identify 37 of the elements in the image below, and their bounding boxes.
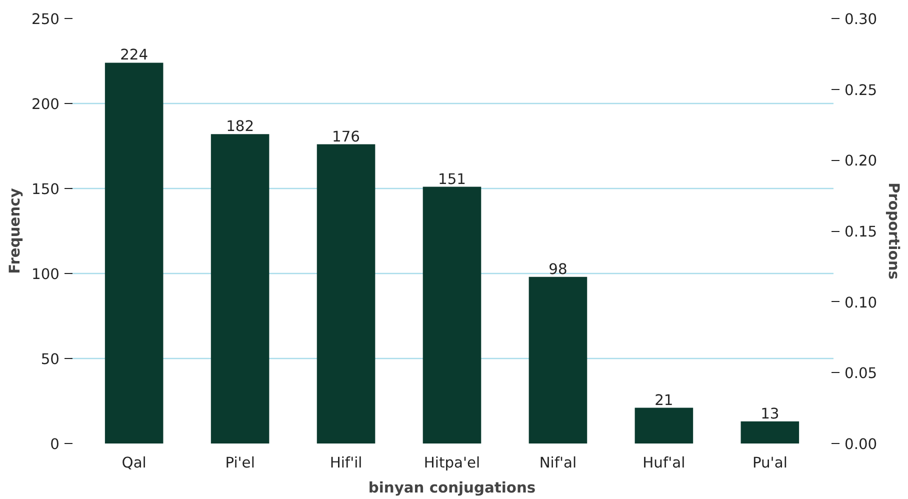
data-label: 13 [760,405,780,422]
x-tick-label: Huf'al [642,454,686,472]
y-tick-label: 250 [32,11,60,28]
data-label: 98 [548,260,568,278]
data-label: 182 [226,118,254,136]
y2-tick-label: 0.10 [844,294,878,312]
bar [316,144,376,444]
y-tick-label: 50 [40,351,60,368]
y-axis-title: Frequency [6,188,24,274]
y2-tick-label: 0.00 [844,436,878,453]
data-label: 176 [332,128,360,146]
y-tick-label: 200 [32,96,60,113]
x-tick-label: Pi'el [225,454,255,472]
x-tick-label: Nif'al [539,454,577,472]
y2-tick-label: 0.25 [844,82,878,99]
bar [528,276,588,444]
bar [634,408,694,444]
y-tick-label: 100 [32,266,60,283]
bar [740,421,800,444]
x-tick-label: Pu'al [752,454,788,472]
y2-axis-title: Proportions [885,182,902,280]
data-label: 21 [654,392,674,409]
bar [104,62,164,444]
data-label: 224 [120,46,148,64]
y-tick-label: 150 [32,181,60,198]
y2-tick-label: 0.20 [844,152,878,170]
y-tick-label: 0 [50,436,60,453]
x-tick-label: Hif'il [330,454,362,472]
data-label: 151 [438,170,466,188]
x-axis-title: binyan conjugations [368,480,536,496]
y2-tick-label: 0.05 [844,365,878,382]
y2-tick-label: 0.15 [844,224,878,240]
y2-tick-label: 0.30 [844,11,878,28]
x-tick-label: Qal [122,454,146,472]
x-tick-label: Hitpa'el [424,454,480,472]
bar [422,186,482,444]
bar [210,134,270,444]
